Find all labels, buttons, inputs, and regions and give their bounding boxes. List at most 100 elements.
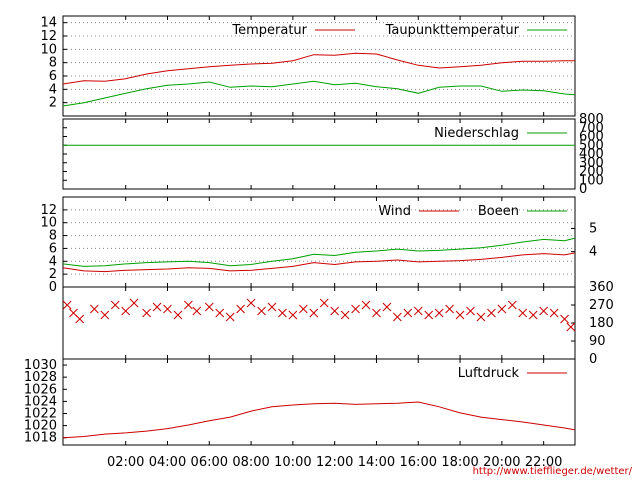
direction-point: [518, 308, 528, 318]
direction-point: [142, 308, 151, 318]
y-tick-label: 1024: [24, 394, 57, 409]
legend-label: Boeen: [478, 204, 519, 219]
x-tick-label: 02:00: [107, 455, 144, 470]
right-tick-label: 270: [589, 298, 614, 313]
direction-point: [121, 306, 131, 316]
direction-point: [361, 300, 371, 310]
direction-point: [393, 312, 402, 322]
direction-point: [100, 310, 110, 320]
direction-point: [455, 310, 465, 320]
right-tick-label: 180: [589, 316, 614, 331]
direction-point: [319, 298, 329, 308]
direction-point: [75, 314, 85, 324]
credit-url: http://www.tiefflieger.de/wetter/: [473, 466, 633, 477]
y-tick-label: 1026: [24, 382, 57, 397]
right-tick-label: 4: [589, 245, 597, 260]
y-tick-label: 600: [579, 130, 604, 145]
legend-label: Temperatur: [231, 23, 307, 38]
x-tick-label: 16:00: [400, 455, 437, 470]
y-tick-label: 14: [40, 16, 57, 31]
y-tick-label: 6: [49, 241, 57, 256]
direction-point: [278, 308, 287, 318]
direction-point: [413, 306, 423, 316]
direction-point: [487, 308, 496, 318]
direction-point: [445, 304, 454, 314]
x-tick-label: 20:00: [483, 455, 520, 470]
y-tick-label: 4: [49, 82, 57, 97]
direction-point: [382, 302, 392, 312]
y-tick-label: 0: [49, 280, 57, 295]
series-line-0: [62, 252, 576, 273]
direction-point: [566, 322, 576, 332]
direction-point: [173, 310, 183, 320]
right-tick-label: 0: [589, 352, 597, 367]
direction-point: [476, 312, 486, 322]
y-tick-label: 1018: [24, 431, 57, 446]
series-line-0: [62, 52, 575, 85]
y-tick-label: 0: [579, 182, 587, 197]
panel-3: 0 90 180 270 360: [62, 280, 614, 367]
direction-point: [184, 300, 193, 310]
y-tick-label: 800: [579, 112, 604, 127]
x-tick-label: 04:00: [149, 455, 186, 470]
direction-point: [288, 310, 298, 320]
right-tick-label: 360: [589, 280, 614, 295]
direction-point: [257, 306, 266, 316]
direction-point: [434, 308, 444, 318]
direction-point: [351, 304, 360, 314]
direction-point: [129, 298, 139, 308]
y-tick-label: 1020: [24, 419, 57, 434]
direction-point: [225, 312, 235, 322]
right-tick-label: 90: [589, 334, 606, 349]
series-line-1: [62, 80, 576, 107]
y-tick-label: 400: [579, 147, 604, 162]
direction-point: [330, 306, 340, 316]
direction-point: [372, 308, 381, 318]
x-tick-label: 14:00: [358, 455, 395, 470]
y-tick-label: 200: [579, 165, 604, 180]
legend-label: Wind: [378, 204, 411, 219]
direction-point: [497, 304, 507, 314]
series-line-1: [62, 237, 576, 267]
direction-point: [152, 302, 162, 312]
direction-point: [528, 310, 538, 320]
direction-point: [62, 300, 72, 310]
y-tick-label: 6: [49, 69, 57, 84]
direction-point: [340, 310, 350, 320]
y-tick-label: 1030: [24, 358, 57, 373]
direction-point: [560, 314, 569, 324]
x-tick-label: 10:00: [274, 455, 311, 470]
direction-point: [539, 306, 549, 316]
x-tick-label: 18:00: [441, 455, 478, 470]
panel-frame: [62, 358, 576, 446]
right-tick-label: 5: [589, 222, 597, 237]
direction-point: [204, 302, 214, 312]
legend-label: Taupunkttemperatur: [385, 23, 520, 38]
direction-point: [309, 308, 319, 318]
x-tick-label: 06:00: [191, 455, 228, 470]
direction-point: [236, 304, 245, 314]
y-tick-label: 4: [49, 254, 57, 269]
y-tick-label: 100: [579, 173, 604, 188]
direction-point: [403, 308, 413, 318]
y-tick-label: 300: [579, 156, 604, 171]
x-tick-label: 22:00: [525, 455, 562, 470]
direction-point: [110, 300, 120, 310]
direction-point: [466, 306, 475, 316]
y-tick-label: 700: [579, 121, 604, 136]
y-tick-label: 1022: [24, 407, 57, 422]
direction-point: [215, 308, 225, 318]
direction-point: [424, 310, 434, 320]
y-tick-label: 12: [40, 203, 57, 218]
direction-point: [298, 304, 308, 314]
direction-point: [163, 304, 172, 314]
legend-label: Luftdruck: [458, 366, 520, 381]
series-line-0: [62, 401, 576, 439]
y-tick-label: 10: [40, 216, 57, 231]
direction-point: [267, 302, 277, 312]
